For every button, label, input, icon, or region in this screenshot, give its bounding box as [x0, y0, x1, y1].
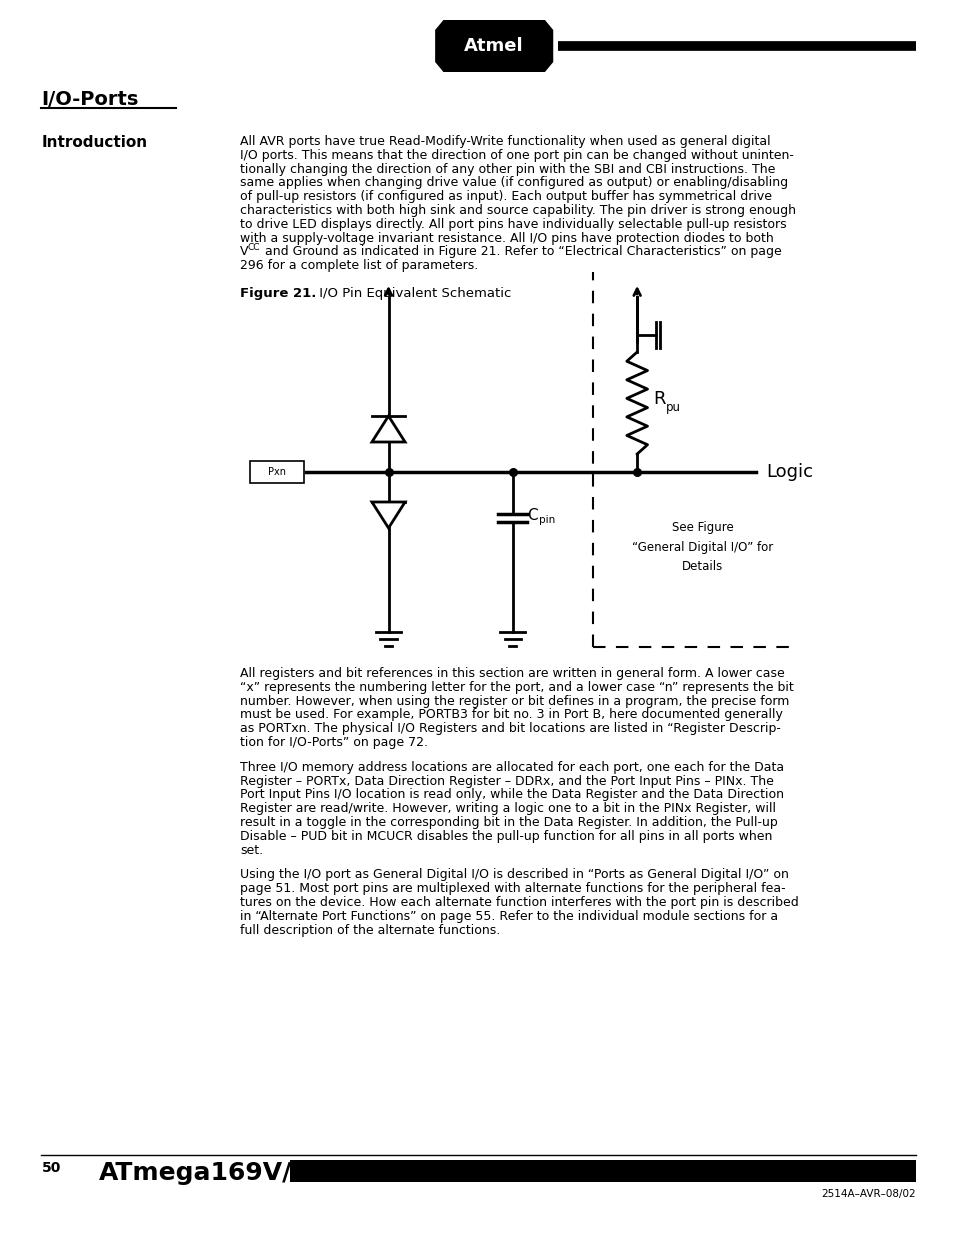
- Text: “x” represents the numbering letter for the port, and a lower case “n” represent: “x” represents the numbering letter for …: [240, 680, 793, 694]
- Text: with a supply-voltage invariant resistance. All I/O pins have protection diodes : with a supply-voltage invariant resistan…: [240, 232, 773, 245]
- Text: I/O-Ports: I/O-Ports: [41, 90, 139, 109]
- Text: Introduction: Introduction: [41, 135, 148, 149]
- Text: All AVR ports have true Read-Modify-Write functionality when used as general dig: All AVR ports have true Read-Modify-Writ…: [240, 135, 770, 148]
- Bar: [290, 1160, 915, 1182]
- Text: tures on the device. How each alternate function interferes with the port pin is: tures on the device. How each alternate …: [240, 897, 799, 909]
- Text: 50: 50: [41, 1161, 61, 1174]
- Text: and Ground as indicated in Figure 21. Refer to “Electrical Characteristics” on p: and Ground as indicated in Figure 21. Re…: [261, 246, 781, 258]
- Text: number. However, when using the register or bit defines in a program, the precis: number. However, when using the register…: [240, 694, 789, 708]
- Text: set.: set.: [240, 844, 263, 857]
- Text: tionally changing the direction of any other pin with the SBI and CBI instructio: tionally changing the direction of any o…: [240, 163, 775, 175]
- Text: characteristics with both high sink and source capability. The pin driver is str: characteristics with both high sink and …: [240, 204, 796, 217]
- Text: I/O Pin Equivalent Schematic: I/O Pin Equivalent Schematic: [314, 287, 511, 300]
- Text: C: C: [527, 509, 537, 524]
- Text: page 51. Most port pins are multiplexed with alternate functions for the periphe: page 51. Most port pins are multiplexed …: [240, 882, 785, 895]
- Text: I/O ports. This means that the direction of one port pin can be changed without : I/O ports. This means that the direction…: [240, 148, 794, 162]
- Text: as PORTxn. The physical I/O Registers and bit locations are listed in “Register : as PORTxn. The physical I/O Registers an…: [240, 722, 781, 735]
- Text: in “Alternate Port Functions” on page 55. Refer to the individual module section: in “Alternate Port Functions” on page 55…: [240, 910, 778, 923]
- Text: Port Input Pins I/O location is read only, while the Data Register and the Data : Port Input Pins I/O location is read onl…: [240, 788, 783, 802]
- Text: Register – PORTx, Data Direction Register – DDRx, and the Port Input Pins – PINx: Register – PORTx, Data Direction Registe…: [240, 774, 774, 788]
- Text: full description of the alternate functions.: full description of the alternate functi…: [240, 924, 500, 936]
- Polygon shape: [435, 20, 553, 72]
- Text: Atmel: Atmel: [464, 37, 523, 56]
- Text: same applies when changing drive value (if configured as output) or enabling/dis: same applies when changing drive value (…: [240, 177, 788, 189]
- Text: 2514A–AVR–08/02: 2514A–AVR–08/02: [821, 1189, 915, 1199]
- Text: must be used. For example, PORTB3 for bit no. 3 in Port B, here documented gener: must be used. For example, PORTB3 for bi…: [240, 709, 782, 721]
- Text: Pxn: Pxn: [268, 467, 285, 477]
- Text: See Figure
“General Digital I/O” for
Details: See Figure “General Digital I/O” for Det…: [632, 521, 773, 573]
- Text: CC: CC: [248, 243, 260, 252]
- Text: Register are read/write. However, writing a logic one to a bit in the PINx Regis: Register are read/write. However, writin…: [240, 803, 776, 815]
- Polygon shape: [372, 501, 405, 529]
- Text: result in a toggle in the corresponding bit in the Data Register. In addition, t: result in a toggle in the corresponding …: [240, 816, 778, 829]
- Text: All registers and bit references in this section are written in general form. A : All registers and bit references in this…: [240, 667, 784, 680]
- Text: to drive LED displays directly. All port pins have individually selectable pull-: to drive LED displays directly. All port…: [240, 217, 786, 231]
- Text: Disable – PUD bit in MCUCR disables the pull-up function for all pins in all por: Disable – PUD bit in MCUCR disables the …: [240, 830, 772, 842]
- Text: ATmega169V/L: ATmega169V/L: [98, 1161, 307, 1186]
- Text: Using the I/O port as General Digital I/O is described in “Ports as General Digi: Using the I/O port as General Digital I/…: [240, 868, 788, 882]
- Text: pin: pin: [538, 515, 555, 525]
- Text: Logic: Logic: [766, 463, 813, 480]
- Text: tion for I/O-Ports” on page 72.: tion for I/O-Ports” on page 72.: [240, 736, 428, 748]
- Text: Three I/O memory address locations are allocated for each port, one each for the: Three I/O memory address locations are a…: [240, 761, 783, 774]
- Text: pu: pu: [665, 400, 680, 414]
- Text: of pull-up resistors (if configured as input). Each output buffer has symmetrica: of pull-up resistors (if configured as i…: [240, 190, 772, 204]
- Text: V: V: [240, 246, 249, 258]
- Text: Figure 21.: Figure 21.: [240, 287, 316, 300]
- Polygon shape: [372, 416, 405, 442]
- Bar: [250, 461, 303, 483]
- Text: R: R: [653, 390, 665, 408]
- Text: 296 for a complete list of parameters.: 296 for a complete list of parameters.: [240, 259, 478, 272]
- Text: ®: ®: [545, 56, 554, 64]
